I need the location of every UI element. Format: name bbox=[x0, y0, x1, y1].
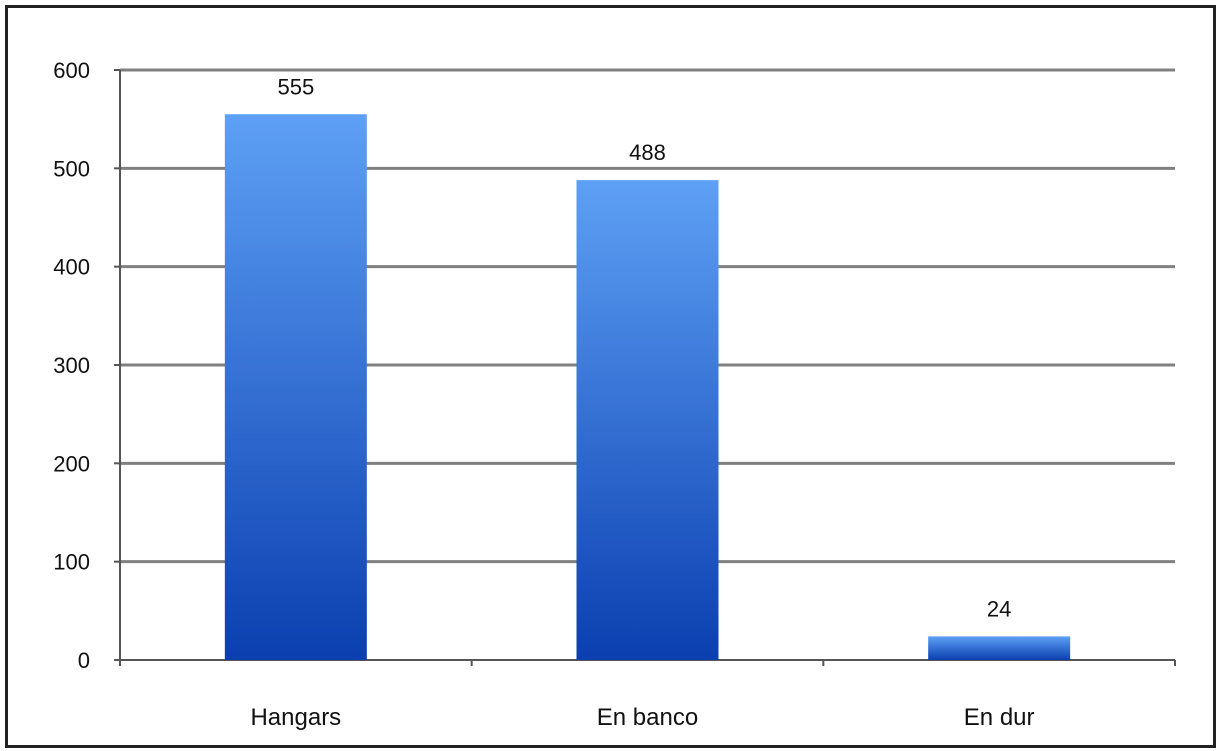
bars bbox=[224, 114, 1071, 660]
y-tick-label: 100 bbox=[53, 550, 90, 575]
y-tick-label: 200 bbox=[53, 451, 90, 476]
y-tick-label: 300 bbox=[53, 353, 90, 378]
category-label: En dur bbox=[964, 704, 1035, 731]
category-label: En banco bbox=[597, 704, 698, 731]
y-tick-label: 500 bbox=[53, 156, 90, 181]
bar bbox=[576, 180, 719, 660]
bar bbox=[224, 114, 367, 660]
data-label: 488 bbox=[629, 140, 666, 165]
category-label: Hangars bbox=[250, 704, 341, 731]
data-label: 555 bbox=[277, 74, 314, 99]
labels: 0 100 200 300 400 500 600 555 Hangars 488 En banco… bbox=[53, 58, 1034, 731]
bar bbox=[928, 636, 1071, 660]
y-tick-label: 0 bbox=[78, 648, 90, 673]
y-tick-label: 600 bbox=[53, 58, 90, 83]
y-tick-label: 400 bbox=[53, 255, 90, 280]
data-label: 24 bbox=[987, 596, 1011, 621]
